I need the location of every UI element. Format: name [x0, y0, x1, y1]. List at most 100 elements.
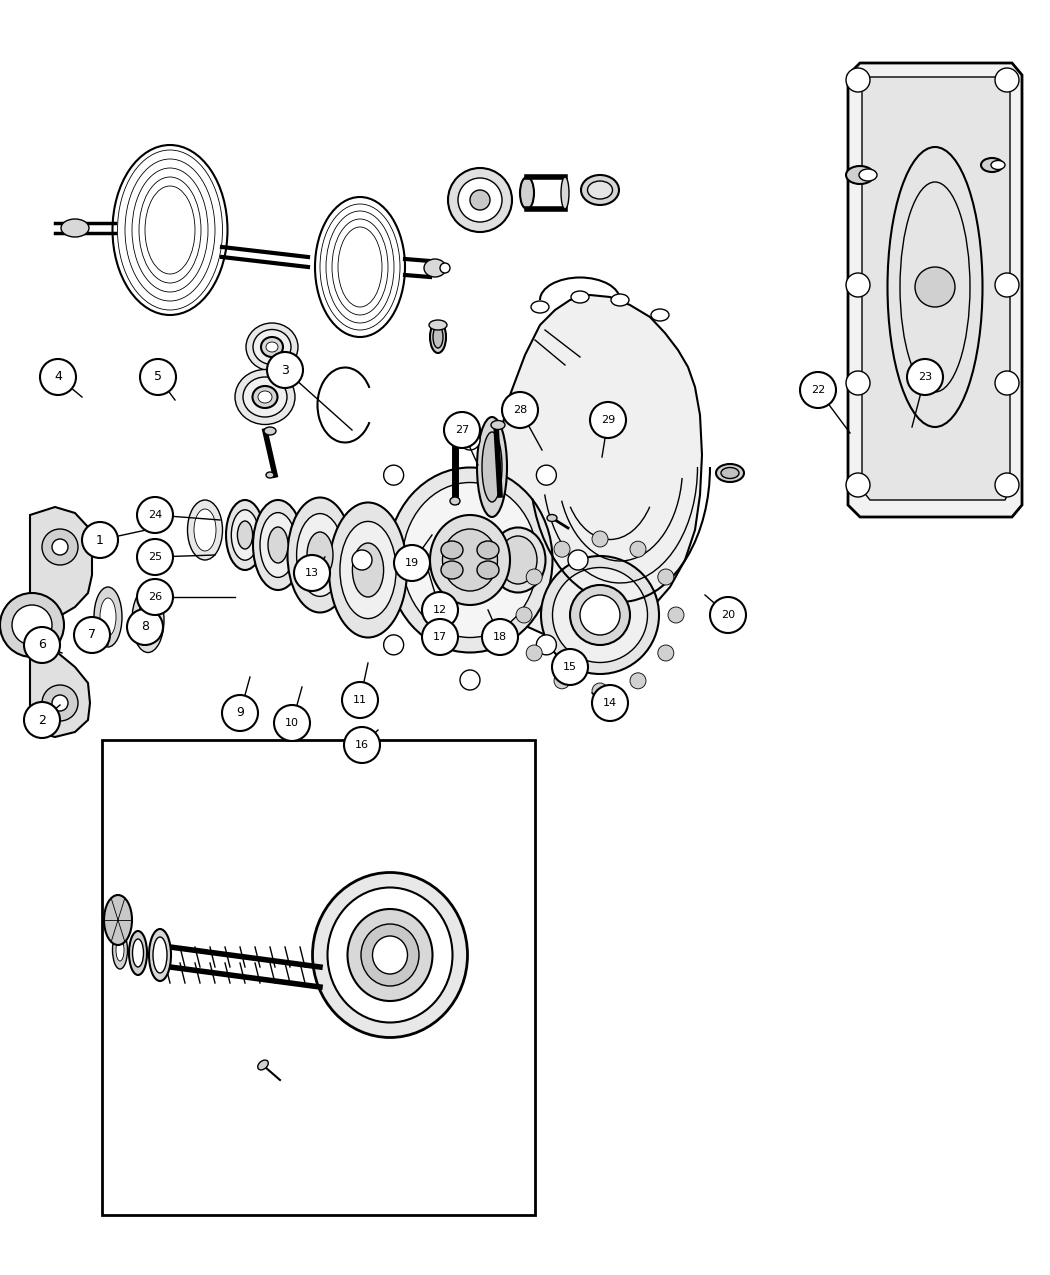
Ellipse shape	[570, 585, 630, 645]
Ellipse shape	[153, 937, 167, 973]
Ellipse shape	[440, 263, 450, 273]
Ellipse shape	[491, 421, 505, 430]
Circle shape	[526, 569, 542, 585]
Circle shape	[136, 497, 173, 533]
Circle shape	[592, 685, 628, 720]
Ellipse shape	[237, 521, 253, 550]
Ellipse shape	[246, 323, 298, 371]
Text: 7: 7	[88, 629, 96, 641]
Ellipse shape	[859, 170, 877, 181]
Circle shape	[552, 649, 588, 685]
Ellipse shape	[450, 497, 460, 505]
Circle shape	[74, 617, 110, 653]
Circle shape	[995, 371, 1018, 395]
Ellipse shape	[340, 521, 396, 618]
Circle shape	[82, 521, 118, 558]
Text: 13: 13	[304, 567, 319, 578]
Circle shape	[0, 593, 64, 657]
Text: 10: 10	[285, 718, 299, 728]
Circle shape	[846, 68, 870, 92]
Circle shape	[422, 618, 458, 655]
Ellipse shape	[226, 500, 264, 570]
Ellipse shape	[571, 291, 589, 303]
Ellipse shape	[315, 198, 405, 337]
Ellipse shape	[387, 468, 552, 653]
Ellipse shape	[520, 177, 534, 209]
Ellipse shape	[313, 872, 467, 1038]
Ellipse shape	[132, 938, 144, 966]
Text: 18: 18	[492, 632, 507, 643]
Circle shape	[537, 465, 556, 486]
Circle shape	[40, 360, 76, 395]
Ellipse shape	[441, 561, 463, 579]
Circle shape	[995, 68, 1018, 92]
Ellipse shape	[611, 295, 629, 306]
Ellipse shape	[188, 500, 223, 560]
Circle shape	[458, 179, 502, 222]
Ellipse shape	[547, 515, 557, 521]
Circle shape	[294, 555, 330, 592]
Circle shape	[52, 539, 68, 555]
Circle shape	[12, 606, 53, 645]
Ellipse shape	[402, 482, 538, 638]
Circle shape	[592, 683, 608, 699]
Text: 6: 6	[38, 639, 46, 652]
Circle shape	[846, 473, 870, 497]
Text: 26: 26	[148, 592, 162, 602]
Ellipse shape	[266, 472, 274, 478]
Circle shape	[460, 430, 480, 450]
Ellipse shape	[721, 468, 739, 478]
Ellipse shape	[499, 536, 537, 584]
Text: 5: 5	[154, 371, 162, 384]
Circle shape	[394, 544, 430, 581]
Text: 9: 9	[236, 706, 244, 719]
Ellipse shape	[129, 931, 147, 975]
Ellipse shape	[112, 931, 127, 969]
Ellipse shape	[482, 432, 502, 502]
Ellipse shape	[100, 598, 116, 636]
Ellipse shape	[253, 500, 303, 590]
Circle shape	[444, 412, 480, 448]
Circle shape	[383, 635, 403, 655]
Ellipse shape	[61, 219, 89, 237]
Text: 28: 28	[512, 405, 527, 414]
Circle shape	[657, 645, 674, 660]
Ellipse shape	[235, 370, 295, 425]
Ellipse shape	[477, 561, 499, 579]
Ellipse shape	[449, 421, 461, 428]
Text: 16: 16	[355, 740, 369, 750]
Ellipse shape	[261, 337, 284, 357]
Ellipse shape	[373, 936, 407, 974]
Ellipse shape	[846, 166, 874, 184]
Ellipse shape	[716, 464, 744, 482]
Circle shape	[127, 609, 163, 645]
Text: 14: 14	[603, 697, 617, 708]
Circle shape	[995, 273, 1018, 297]
Text: 8: 8	[141, 621, 149, 634]
Ellipse shape	[288, 497, 353, 612]
Polygon shape	[848, 62, 1022, 516]
Ellipse shape	[588, 181, 612, 199]
Ellipse shape	[353, 543, 383, 597]
Ellipse shape	[651, 309, 669, 321]
Text: 19: 19	[405, 558, 419, 567]
Circle shape	[516, 607, 532, 623]
Circle shape	[800, 372, 836, 408]
Text: 24: 24	[148, 510, 162, 520]
Circle shape	[630, 673, 646, 689]
Ellipse shape	[441, 541, 463, 558]
Ellipse shape	[94, 586, 122, 646]
Text: 2: 2	[38, 714, 46, 727]
Circle shape	[590, 402, 626, 439]
Ellipse shape	[231, 510, 258, 560]
Ellipse shape	[258, 391, 272, 403]
Text: 25: 25	[148, 552, 162, 562]
Circle shape	[383, 465, 403, 486]
Circle shape	[554, 541, 570, 557]
Circle shape	[42, 685, 78, 720]
Ellipse shape	[442, 529, 498, 592]
Ellipse shape	[581, 175, 620, 205]
Ellipse shape	[429, 320, 447, 330]
Circle shape	[568, 550, 588, 570]
Ellipse shape	[116, 938, 124, 961]
